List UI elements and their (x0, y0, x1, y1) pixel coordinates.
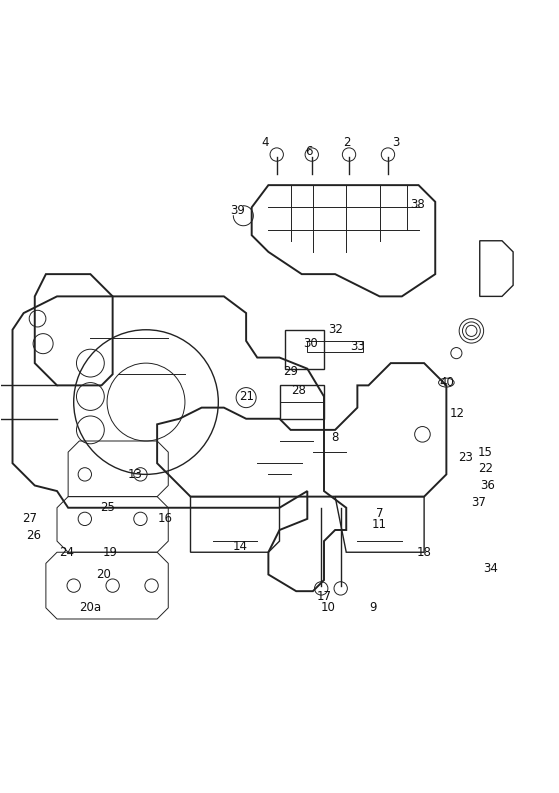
Text: 32: 32 (328, 324, 343, 336)
Text: 33: 33 (350, 340, 364, 353)
Text: 20: 20 (96, 568, 111, 581)
Text: 6: 6 (305, 145, 312, 159)
Text: 39: 39 (230, 204, 245, 216)
Text: 18: 18 (416, 546, 432, 559)
Text: 29: 29 (283, 365, 298, 378)
Text: 11: 11 (372, 518, 387, 531)
Text: 15: 15 (478, 446, 492, 458)
Text: 16: 16 (158, 512, 173, 526)
Text: 9: 9 (369, 601, 377, 615)
Text: 3: 3 (392, 136, 400, 149)
Text: 2: 2 (344, 136, 351, 149)
Text: 13: 13 (127, 468, 143, 481)
Text: 23: 23 (458, 451, 473, 464)
Text: 40: 40 (439, 376, 454, 389)
Text: 37: 37 (471, 496, 486, 508)
Text: 7: 7 (376, 507, 383, 519)
Text: 19: 19 (102, 546, 117, 559)
Text: 14: 14 (233, 540, 248, 554)
Text: 38: 38 (410, 198, 425, 211)
Text: 21: 21 (239, 390, 254, 403)
Text: 25: 25 (100, 501, 115, 514)
Text: 8: 8 (331, 431, 339, 443)
Text: 36: 36 (481, 479, 495, 492)
Text: 4: 4 (262, 136, 269, 149)
Text: 30: 30 (303, 337, 318, 351)
Text: 10: 10 (321, 601, 336, 615)
Text: 22: 22 (478, 462, 493, 475)
Text: 26: 26 (26, 529, 41, 542)
Text: 34: 34 (484, 562, 498, 576)
Text: 28: 28 (292, 385, 306, 397)
Text: 24: 24 (59, 546, 74, 559)
Text: 20a: 20a (79, 601, 101, 615)
Text: 17: 17 (316, 590, 331, 603)
Text: 27: 27 (22, 512, 37, 526)
Text: 12: 12 (450, 407, 465, 419)
